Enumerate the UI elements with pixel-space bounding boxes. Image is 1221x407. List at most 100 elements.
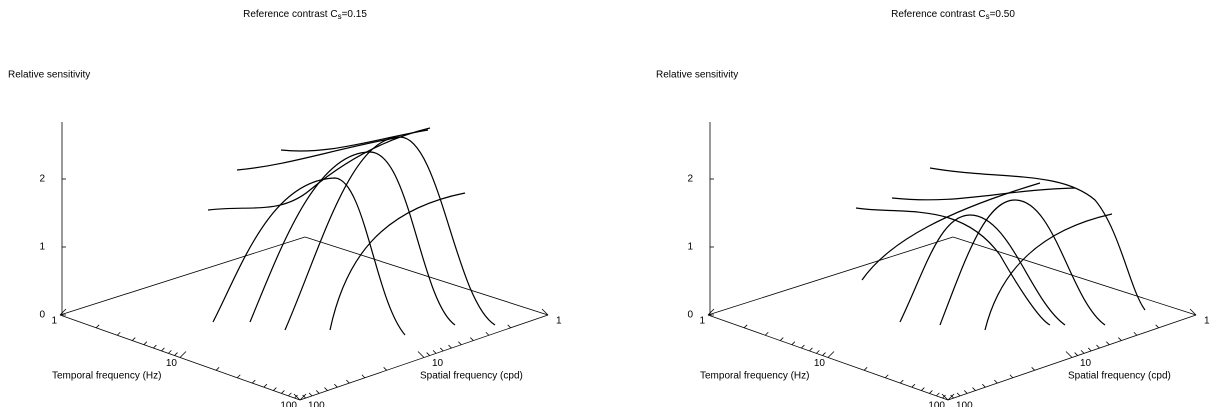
minor-tick	[1096, 344, 1100, 349]
z-axis-label: Relative sensitivity	[656, 70, 738, 81]
z-axis-label: Relative sensitivity	[8, 70, 90, 81]
minor-tick	[816, 350, 820, 354]
x-tick-label: 1	[699, 316, 705, 327]
z-tick-label: 1	[687, 242, 693, 253]
base-edge	[304, 236, 549, 316]
surface-curve	[861, 182, 1041, 281]
title-subscript: s	[338, 12, 342, 21]
surface-curve	[236, 136, 401, 171]
minor-tick	[361, 374, 366, 379]
minor-tick	[963, 390, 968, 394]
minor-tick	[426, 352, 430, 356]
minor-tick	[764, 331, 769, 336]
minor-tick	[273, 387, 277, 391]
z-tick-label: 1	[39, 242, 45, 253]
minor-tick	[432, 350, 437, 354]
minor-tick	[921, 387, 925, 391]
surface-curve	[249, 151, 456, 326]
title-part: Reference contrast C	[243, 9, 338, 20]
title-part: =0.15	[342, 9, 368, 20]
minor-tick	[485, 331, 490, 336]
surface-curve	[899, 214, 1066, 326]
minor-tick	[801, 344, 805, 349]
minor-tick	[168, 350, 172, 354]
minor-tick	[1118, 337, 1122, 341]
minor-tick	[288, 392, 292, 397]
minor-tick	[161, 347, 165, 352]
minor-tick	[929, 390, 933, 394]
surface-curve	[939, 199, 1106, 326]
minor-tick	[1009, 374, 1014, 379]
x-tick-label: 100	[928, 401, 945, 407]
x-tick-label: 10	[814, 358, 826, 369]
minor-tick	[263, 383, 268, 388]
surface-curve	[207, 127, 431, 211]
y-tick	[941, 393, 949, 401]
z-tick-label: 0	[687, 310, 693, 321]
x-tick	[59, 308, 67, 316]
minor-tick	[458, 341, 462, 345]
minor-tick	[779, 337, 784, 341]
z-tick-label: 0	[39, 310, 45, 321]
minor-tick	[863, 367, 868, 371]
chart-title: Reference contrast Cs=0.50	[891, 9, 1015, 21]
minor-tick	[131, 337, 136, 341]
minor-tick	[899, 379, 904, 384]
x-tick	[947, 393, 955, 401]
minor-tick	[1074, 352, 1078, 356]
surface-curve	[212, 177, 406, 336]
minor-tick	[143, 341, 148, 345]
minor-tick	[383, 367, 387, 371]
minor-tick	[251, 379, 256, 384]
x-tick-label: 1	[51, 316, 57, 327]
minor-tick	[153, 344, 157, 349]
title-subscript: s	[986, 12, 990, 21]
minor-tick	[439, 347, 444, 352]
minor-tick	[507, 324, 511, 329]
x-tick-label: 10	[166, 358, 178, 369]
y-tick-label: 100	[956, 401, 973, 407]
minor-tick	[950, 394, 954, 399]
minor-tick	[1106, 341, 1110, 345]
minor-tick	[346, 379, 350, 384]
x-tick	[707, 308, 715, 316]
surface-curve	[280, 129, 429, 152]
y-tick-label: 10	[1080, 358, 1092, 369]
x-axis-label: Temporal frequency (Hz)	[52, 371, 161, 382]
base-edge	[952, 236, 1197, 316]
y-tick	[293, 393, 301, 401]
minor-tick	[302, 394, 306, 399]
surface-curve	[329, 192, 466, 331]
minor-tick	[956, 392, 961, 397]
chart-title: Reference contrast Cs=0.15	[243, 9, 367, 21]
minor-tick	[743, 324, 748, 329]
x-tick-label: 100	[280, 401, 297, 407]
minor-tick	[281, 390, 285, 394]
base-edge	[59, 236, 306, 316]
minor-tick	[1031, 367, 1035, 371]
minor-tick	[334, 383, 338, 388]
y-tick	[1065, 351, 1073, 358]
y-tick	[417, 351, 425, 358]
x-tick	[179, 351, 187, 358]
surface-curve	[891, 187, 1076, 201]
minor-tick	[215, 367, 220, 371]
y-tick-label: 1	[556, 316, 562, 327]
x-tick	[299, 393, 307, 401]
y-tick-label: 1	[1204, 316, 1210, 327]
y-axis-label: Spatial frequency (cpd)	[1068, 371, 1171, 382]
minor-tick	[936, 392, 940, 397]
minor-tick	[809, 347, 813, 352]
x-axis-label: Temporal frequency (Hz)	[700, 371, 809, 382]
x-tick	[827, 351, 835, 358]
minor-tick	[972, 387, 976, 391]
y-tick	[1189, 308, 1197, 316]
minor-tick	[911, 383, 916, 388]
surface-curve	[855, 207, 1051, 326]
title-part: =0.50	[990, 9, 1016, 20]
minor-tick	[308, 392, 313, 397]
minor-tick	[448, 344, 452, 349]
minor-tick	[1087, 347, 1092, 352]
minor-tick	[116, 331, 121, 336]
